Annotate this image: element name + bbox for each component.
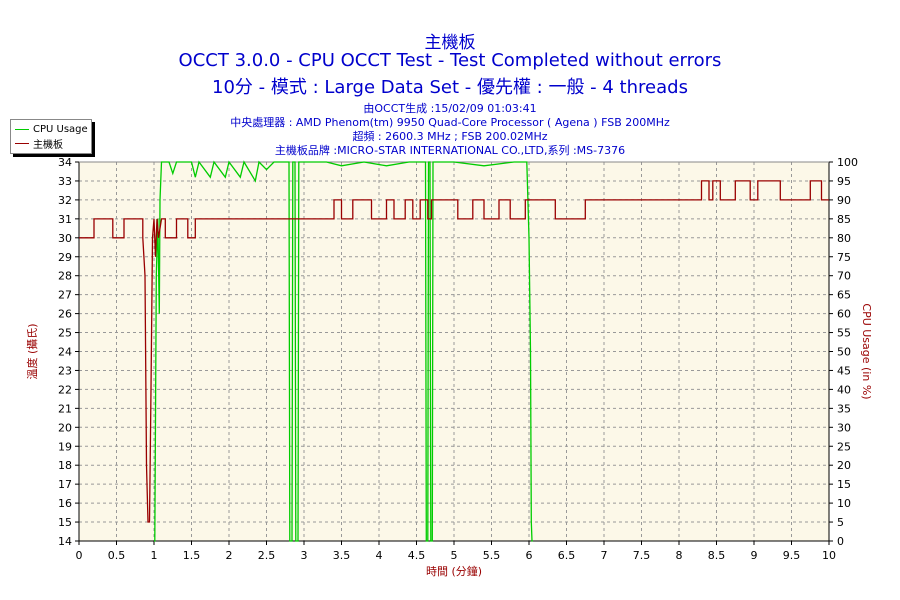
y-right-tick-label: 80 xyxy=(837,232,851,245)
chart-title-mode: 10分 - 模式 : Large Data Set - 優先權 : 一般 - 4… xyxy=(212,77,688,98)
y-left-tick-label: 33 xyxy=(58,175,72,188)
x-tick-label: 6 xyxy=(526,549,533,562)
y-left-tick-label: 24 xyxy=(58,346,72,359)
cpu-info: 中央處理器 : AMD Phenom(tm) 9950 Quad-Core Pr… xyxy=(230,116,670,129)
y-right-tick-label: 15 xyxy=(837,478,851,491)
chart-title-test: OCCT 3.0.0 - CPU OCCT Test - Test Comple… xyxy=(178,50,722,71)
y-right-tick-label: 35 xyxy=(837,402,851,415)
y-left-tick-label: 22 xyxy=(58,383,72,396)
x-axis-label: 時間 (分鐘) xyxy=(426,564,482,578)
y-left-tick-label: 15 xyxy=(58,516,72,529)
y-left-axis-label: 溫度 (攝氏) xyxy=(25,323,39,379)
y-left-tick-label: 30 xyxy=(58,232,72,245)
y-left-tick-label: 32 xyxy=(58,194,72,207)
y-right-tick-label: 0 xyxy=(837,535,844,548)
y-left-tick-label: 25 xyxy=(58,327,72,340)
x-tick-label: 2.5 xyxy=(258,549,276,562)
legend-label-cpu-usage: CPU Usage xyxy=(33,123,88,135)
series-line-board-temperature xyxy=(79,180,829,523)
board-info: 主機板品牌 :MICRO-STAR INTERNATIONAL CO.,LTD,… xyxy=(274,144,626,157)
y-left-tick-label: 23 xyxy=(58,364,72,377)
y-left-tick-label: 20 xyxy=(58,421,72,434)
y-right-axis-label: CPU Usage (in %) xyxy=(860,303,873,399)
y-right-tick-label: 60 xyxy=(837,308,851,321)
x-tick-label: 4 xyxy=(376,549,383,562)
x-tick-label: 9 xyxy=(751,549,758,562)
x-tick-label: 5.5 xyxy=(483,549,501,562)
y-left-tick-label: 29 xyxy=(58,251,72,264)
y-right-tick-label: 100 xyxy=(837,156,858,169)
y-right-tick-label: 25 xyxy=(837,440,851,453)
x-tick-label: 5 xyxy=(451,549,458,562)
chart-title-board: 主機板 xyxy=(424,33,476,53)
x-tick-label: 7.5 xyxy=(633,549,651,562)
x-tick-label: 4.5 xyxy=(408,549,426,562)
y-left-tick-label: 19 xyxy=(58,440,72,453)
y-right-tick-label: 85 xyxy=(837,213,851,226)
series-line-cpu-usage xyxy=(154,160,533,542)
y-right-tick-label: 50 xyxy=(837,346,851,359)
x-tick-label: 3.5 xyxy=(333,549,351,562)
x-tick-label: 1.5 xyxy=(183,549,201,562)
y-left-tick-label: 27 xyxy=(58,289,72,302)
y-right-tick-label: 75 xyxy=(837,251,851,264)
y-left-tick-label: 21 xyxy=(58,402,72,415)
x-tick-label: 7 xyxy=(601,549,608,562)
x-tick-label: 8 xyxy=(676,549,683,562)
y-right-tick-label: 30 xyxy=(837,421,851,434)
y-right-tick-label: 55 xyxy=(837,327,851,340)
legend-label-board: 主機板 xyxy=(33,139,63,151)
legend-swatch-cpu-usage xyxy=(15,128,29,130)
y-left-tick-label: 34 xyxy=(58,156,72,169)
x-tick-label: 6.5 xyxy=(558,549,576,562)
x-tick-label: 10 xyxy=(822,549,836,562)
chart-legend: CPU Usage 主機板 xyxy=(10,119,92,154)
generated-info: 由OCCT生成 :15/02/09 01:03:41 xyxy=(363,102,537,115)
x-tick-label: 9.5 xyxy=(783,549,801,562)
y-left-tick-label: 31 xyxy=(58,213,72,226)
y-left-tick-label: 26 xyxy=(58,308,72,321)
y-right-tick-label: 20 xyxy=(837,459,851,472)
y-left-tick-label: 16 xyxy=(58,497,72,510)
y-right-tick-label: 45 xyxy=(837,364,851,377)
x-tick-label: 0 xyxy=(76,549,83,562)
y-right-tick-label: 90 xyxy=(837,194,851,207)
x-tick-label: 1 xyxy=(151,549,158,562)
legend-item-board: 主機板 xyxy=(15,137,63,151)
legend-swatch-board xyxy=(15,142,29,144)
y-right-tick-label: 95 xyxy=(837,175,851,188)
y-left-tick-label: 18 xyxy=(58,459,72,472)
y-right-tick-label: 65 xyxy=(837,289,851,302)
y-right-tick-label: 70 xyxy=(837,270,851,283)
legend-item-cpu-usage: CPU Usage xyxy=(15,123,88,135)
y-left-tick-label: 14 xyxy=(58,535,72,548)
x-tick-label: 8.5 xyxy=(708,549,726,562)
x-tick-label: 2 xyxy=(226,549,233,562)
clock-info: 超頻 : 2600.3 MHz ; FSB 200.02MHz xyxy=(352,130,548,143)
y-left-tick-label: 17 xyxy=(58,478,72,491)
y-right-tick-label: 40 xyxy=(837,383,851,396)
y-right-tick-label: 10 xyxy=(837,497,851,510)
y-left-tick-label: 28 xyxy=(58,270,72,283)
y-right-tick-label: 5 xyxy=(837,516,844,529)
x-tick-label: 0.5 xyxy=(108,549,126,562)
x-tick-label: 3 xyxy=(301,549,308,562)
